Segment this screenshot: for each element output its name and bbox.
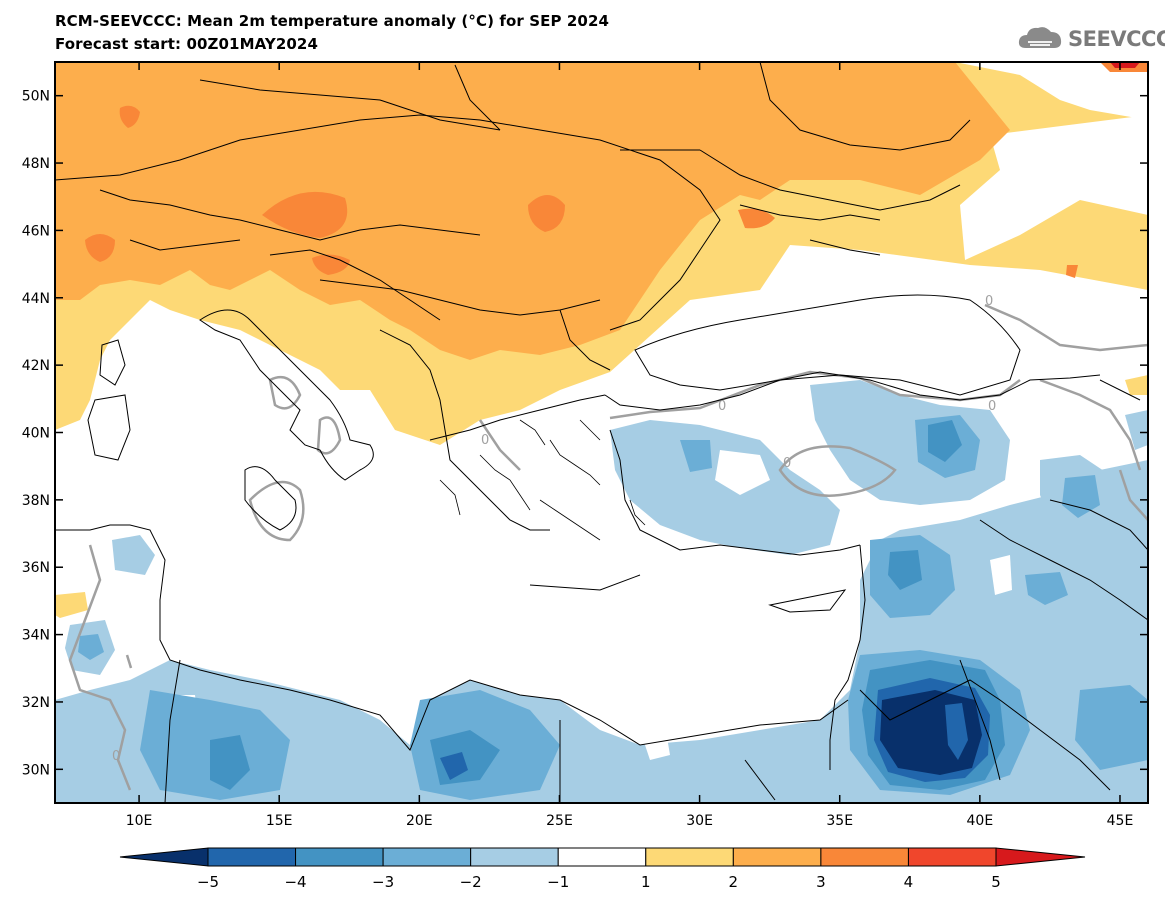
anomaly-field: 0 0 0 0 0 0 [55,62,1148,803]
lat-tick-label: 42N [22,358,50,374]
island-coastlines [439,419,646,541]
coastlines-borders [55,62,1148,803]
lon-tick-label: 30E [686,813,713,829]
colorbar-segment [907,847,997,867]
lat-tick-label: 40N [22,426,50,442]
colorbar-label: 1 [641,873,651,891]
colorbar-segment [295,847,384,867]
lat-tick-label: 38N [22,493,50,509]
lat-tick-label: 30N [22,762,50,778]
colorbar-arrow-high [995,847,1086,867]
lat-tick-label: 48N [22,156,50,172]
lon-tick-label: 15E [266,813,293,829]
lon-tick-label: 35E [826,813,853,829]
svg-text:0: 0 [718,399,726,414]
lon-tick-label: 40E [967,813,994,829]
colorbar-segment [557,847,647,867]
colorbar-label: 3 [816,873,826,891]
svg-text:0: 0 [783,456,791,471]
lon-tick-label: 20E [406,813,433,829]
forecast-start-label: Forecast start: 00Z01MAY2024 [55,35,318,53]
colorbar-label: −2 [460,873,482,891]
svg-text:0: 0 [481,433,489,448]
cloud-icon [1018,27,1062,48]
anomaly-zone-3-4 [262,191,348,238]
colorbar-segment [732,847,822,867]
colorbar-arrow-low [119,847,209,867]
svg-text:0: 0 [985,294,993,309]
latitude-axis: 50N 48N 46N 44N 42N 40N 38N 36N 34N 32N 30N [22,89,1148,778]
lat-tick-label: 32N [22,695,50,711]
svg-text:0: 0 [988,399,996,414]
colorbar-label: −3 [372,873,394,891]
lat-tick-label: 44N [22,291,50,307]
colorbar-label: −4 [284,873,306,891]
colorbar-label: −5 [197,873,219,891]
colorbar-segment [645,847,734,867]
colorbar-label: 5 [991,873,1001,891]
lat-tick-label: 36N [22,560,50,576]
colorbar-segment [820,847,909,867]
lon-tick-label: 25E [546,813,573,829]
colorbar-label: 2 [729,873,739,891]
colorbar-legend: −5 −4 −3 −2 −1 1 2 3 4 5 [119,847,1086,891]
lon-tick-label: 10E [126,813,153,829]
colorbar-segment [207,847,297,867]
colorbar-label: −1 [547,873,569,891]
zero-contour-labels: 0 0 0 0 0 0 [112,294,996,764]
longitude-axis: 10E 15E 20E 25E 30E 35E 40E 45E [126,62,1134,829]
colorbar-segment [470,847,559,867]
svg-text:0: 0 [112,749,120,764]
lat-tick-label: 46N [22,223,50,239]
colorbar-label: 4 [904,873,914,891]
brand-logo-text: SEEVCCC [1068,27,1165,51]
colorbar-segment [382,847,472,867]
chart-title: RCM-SEEVCCC: Mean 2m temperature anomaly… [55,12,610,30]
lat-tick-label: 34N [22,628,50,644]
lat-tick-label: 50N [22,89,50,105]
lon-tick-label: 45E [1107,813,1134,829]
